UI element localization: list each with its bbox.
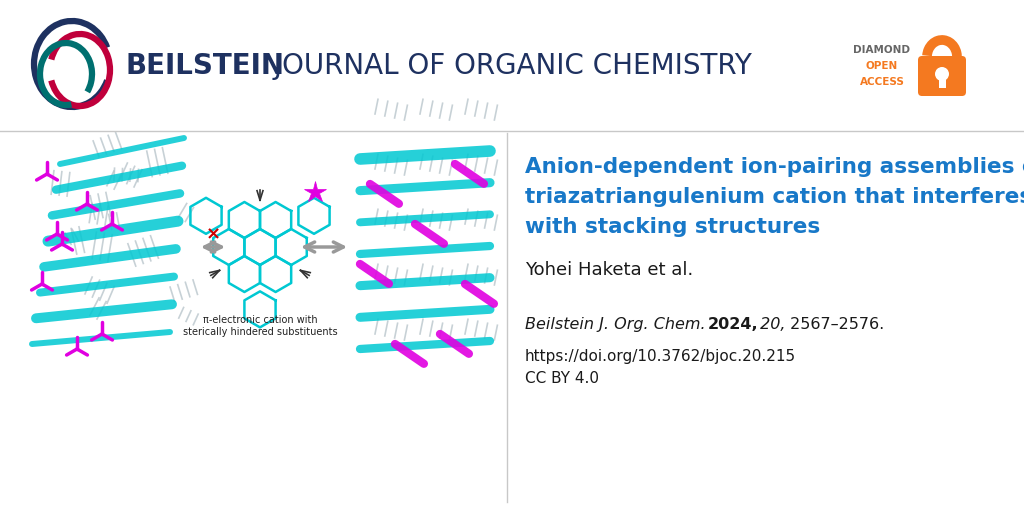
Text: with stacking structures: with stacking structures	[525, 217, 820, 237]
Text: Anion-dependent ion-pairing assemblies of: Anion-dependent ion-pairing assemblies o…	[525, 157, 1024, 177]
Text: ACCESS: ACCESS	[859, 77, 904, 87]
Bar	[939, 74, 945, 88]
Text: DIAMOND: DIAMOND	[853, 45, 910, 55]
Text: π-electronic cation with
sterically hindered substituents: π-electronic cation with sterically hind…	[182, 315, 337, 336]
Text: Beilstein J. Org. Chem.: Beilstein J. Org. Chem.	[525, 317, 706, 332]
Text: 2024,: 2024,	[708, 317, 759, 332]
Text: BEILSTEIN: BEILSTEIN	[125, 52, 284, 80]
Text: 2567–2576.: 2567–2576.	[785, 317, 885, 332]
Text: OPEN: OPEN	[866, 61, 898, 71]
FancyBboxPatch shape	[918, 56, 966, 96]
Text: Yohei Haketa et al.: Yohei Haketa et al.	[525, 261, 693, 279]
Text: triazatriangulenium cation that interferes: triazatriangulenium cation that interfer…	[525, 187, 1024, 207]
Text: 20,: 20,	[755, 317, 785, 332]
Text: JOURNAL OF ORGANIC CHEMISTRY: JOURNAL OF ORGANIC CHEMISTRY	[265, 52, 752, 80]
Text: ×: ×	[206, 225, 220, 243]
Text: https://doi.org/10.3762/bjoc.20.215: https://doi.org/10.3762/bjoc.20.215	[525, 349, 796, 364]
Text: CC BY 4.0: CC BY 4.0	[525, 371, 599, 386]
Circle shape	[935, 67, 949, 81]
